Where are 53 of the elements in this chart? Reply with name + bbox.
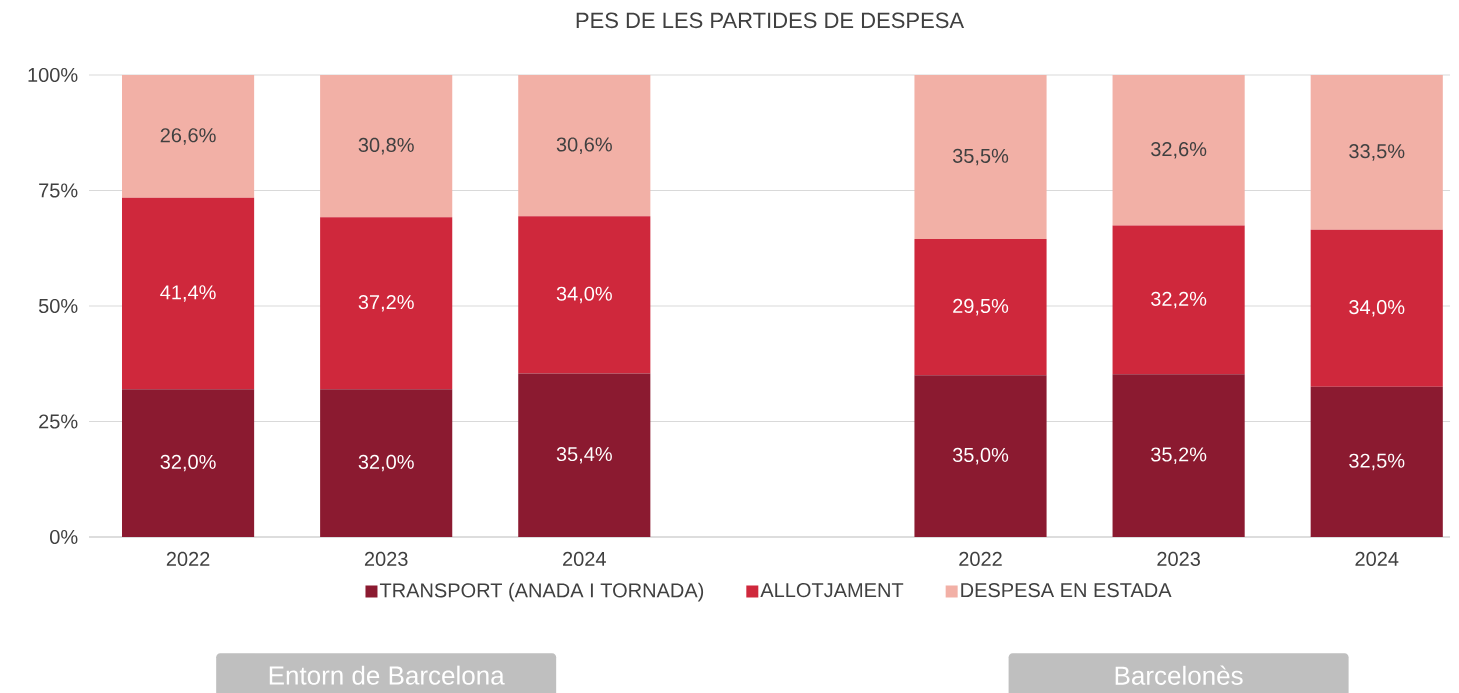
bar <box>122 74 255 198</box>
data-label: 32,6% <box>1151 142 1207 159</box>
data-label: 32,0% <box>358 454 414 472</box>
data-label: 34,0% <box>1349 300 1405 317</box>
bar <box>320 74 453 218</box>
x-tick-label: 2023 <box>364 551 408 567</box>
x-tick-label: 2024 <box>1355 551 1399 567</box>
bar <box>1112 374 1245 537</box>
y-tick-label: 75% <box>39 183 78 198</box>
data-label: 26,6% <box>160 128 216 145</box>
bar <box>914 375 1047 537</box>
bar <box>1310 229 1443 387</box>
bar <box>1310 386 1443 537</box>
data-label: 30,6% <box>556 137 612 154</box>
data-label: 30,8% <box>358 137 414 155</box>
y-tick-label: 50% <box>38 298 78 314</box>
data-label: 34,0% <box>556 286 612 304</box>
data-label: 29,5% <box>953 298 1009 316</box>
data-label: 35,4% <box>556 446 612 464</box>
legend-label: ALLOTJAMENT <box>760 583 904 598</box>
bar <box>1112 225 1245 375</box>
bar <box>320 389 453 537</box>
y-tick-label: 0% <box>50 529 78 545</box>
bar <box>122 389 255 537</box>
data-label: 37,2% <box>358 294 414 312</box>
text: Entorn de Barcelona <box>269 665 505 685</box>
y-tick-label: 100% <box>28 67 78 83</box>
bar <box>1310 74 1443 230</box>
bar <box>320 217 453 390</box>
bar <box>518 216 651 374</box>
bar <box>914 74 1047 239</box>
legend-label: TRANSPORT (ANADA I TORNADA) <box>379 582 704 602</box>
data-label: 41,4% <box>160 285 216 302</box>
bar <box>1112 74 1245 226</box>
bar <box>518 74 651 217</box>
data-label: 35,0% <box>952 447 1009 465</box>
data-label: 33,5% <box>1349 144 1405 161</box>
x-tick-label: 2022 <box>959 551 1002 567</box>
x-tick-label: 2023 <box>1157 551 1200 567</box>
bar <box>518 373 651 537</box>
data-label: 32,5% <box>1349 453 1405 471</box>
bar <box>914 238 1047 376</box>
legend-label: DESPESA EN ESTADA <box>961 583 1172 598</box>
text: Barcelonès <box>1115 665 1243 685</box>
chart-title: PES DE LES PARTIDES DE DESPESA <box>576 12 965 29</box>
data-label: 32,0% <box>160 454 216 472</box>
data-label: 35,5% <box>952 148 1009 166</box>
data-label: 35,2% <box>1151 447 1207 464</box>
x-tick-label: 2022 <box>166 551 210 567</box>
bar <box>122 197 255 390</box>
x-tick-label: 2024 <box>563 551 606 567</box>
data-label: 32,2% <box>1151 291 1207 309</box>
y-tick-label: 25% <box>39 414 78 429</box>
